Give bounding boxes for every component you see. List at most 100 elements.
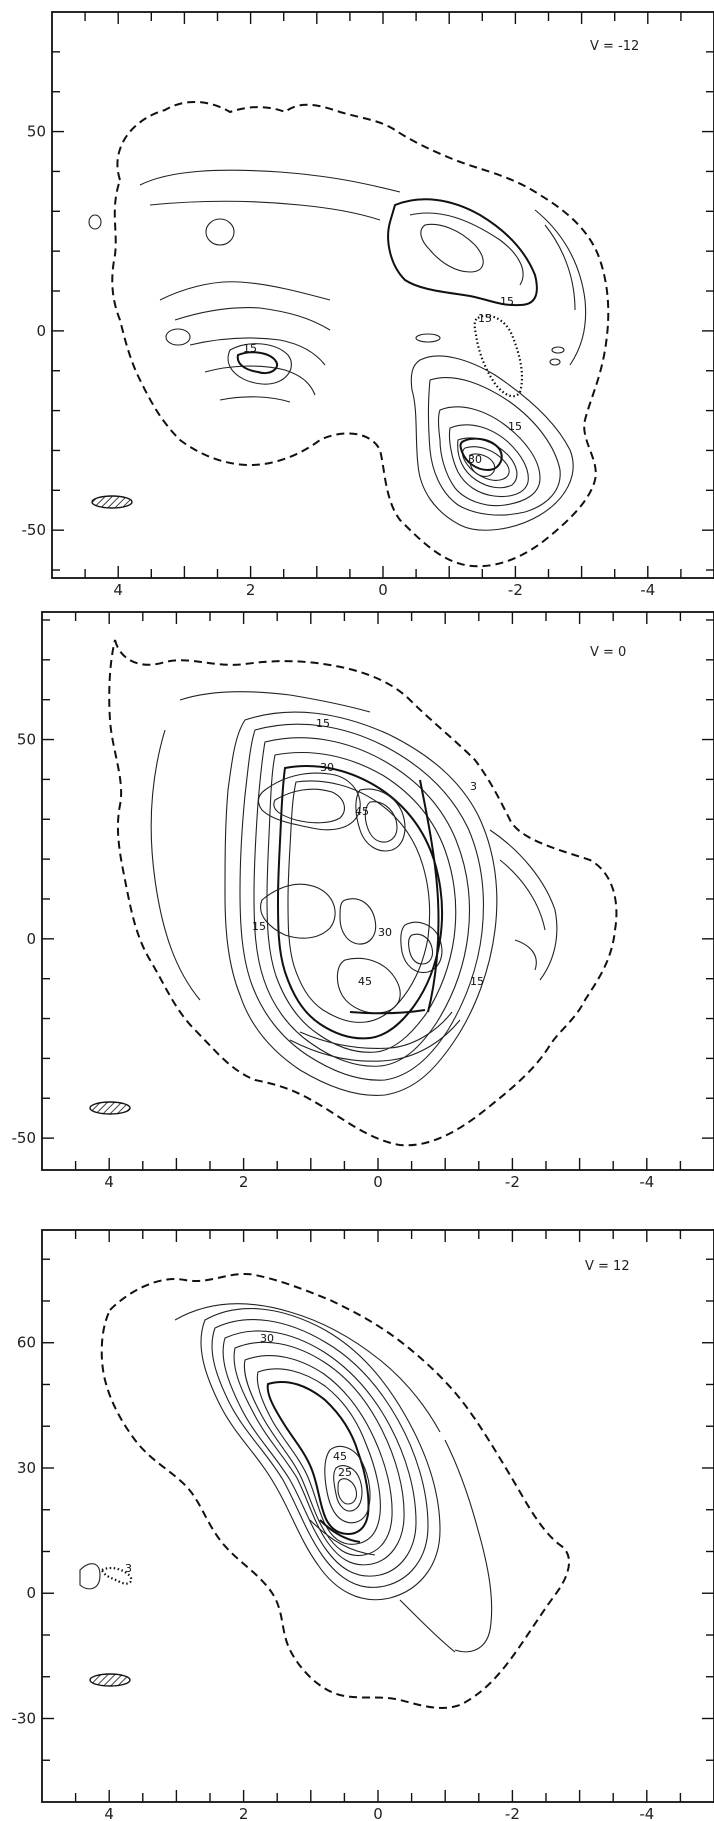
panel-1-contour bbox=[410, 355, 574, 531]
x-tick-label: 2 bbox=[246, 581, 256, 599]
panel-2-beam-ellipse bbox=[89, 1101, 131, 1115]
panel-1-contour bbox=[387, 198, 538, 307]
panel-2-contour bbox=[179, 691, 371, 713]
panel-1-contour bbox=[88, 214, 102, 230]
panel-1-contour bbox=[149, 200, 381, 221]
y-tick-label: 60 bbox=[17, 1334, 36, 1352]
panel-2-contour bbox=[408, 933, 434, 965]
x-tick-label: 0 bbox=[378, 581, 388, 599]
panel-1-contour bbox=[139, 169, 401, 193]
panel-1-contour bbox=[159, 281, 331, 301]
y-tick-label: 50 bbox=[17, 731, 36, 749]
panel-3-contour bbox=[211, 1319, 429, 1588]
panel-3-contour bbox=[319, 1519, 361, 1543]
x-tick-label: 4 bbox=[104, 1805, 114, 1821]
panel-2-contour bbox=[257, 772, 361, 831]
panel-3-contour-label: 25 bbox=[338, 1466, 352, 1479]
panel-3-contour bbox=[333, 1465, 363, 1512]
panel-2-contour bbox=[400, 921, 443, 974]
x-tick-label: -4 bbox=[639, 1805, 654, 1821]
panel-1-contour bbox=[448, 424, 529, 498]
panel-1-contour-label: 15 bbox=[478, 312, 492, 325]
panel-3-contour bbox=[243, 1355, 393, 1557]
panel-2-contour-label: 30 bbox=[320, 761, 334, 774]
panel-3-contour bbox=[233, 1341, 405, 1566]
panel-3-outer-contour bbox=[100, 1273, 570, 1709]
panel-2-contour bbox=[419, 779, 440, 1013]
panel-3-contour bbox=[266, 1380, 370, 1536]
panel-1-axes: 4 2 0 -2 -4 50 0 -50 bbox=[22, 12, 714, 599]
panel-1-contour bbox=[534, 209, 587, 366]
y-tick-label: 50 bbox=[27, 123, 46, 141]
panel-1-contour bbox=[437, 406, 541, 507]
panel-3-contour bbox=[444, 1439, 493, 1653]
panel-2: 4 2 0 -2 -4 50 0 -50 V = 0 bbox=[12, 611, 714, 1191]
panel-1-contour bbox=[461, 446, 510, 481]
panel-1-contours bbox=[88, 100, 610, 568]
panel-2-contour bbox=[273, 788, 345, 824]
panel-1-dotted-contour bbox=[473, 314, 524, 398]
y-tick-label: 0 bbox=[36, 322, 46, 340]
y-tick-label: 0 bbox=[26, 1584, 36, 1602]
x-tick-label: -4 bbox=[639, 1173, 654, 1191]
panel-3-contour bbox=[222, 1330, 417, 1577]
x-tick-label: 2 bbox=[239, 1173, 249, 1191]
panel-2-contour bbox=[260, 883, 336, 939]
panel-3-axes: 4 2 0 -2 -4 60 30 0 -30 bbox=[12, 1230, 714, 1821]
panel-2-contour-label: 45 bbox=[355, 805, 369, 818]
panel-2-contour-label: 15 bbox=[252, 920, 266, 933]
panel-1-contour bbox=[227, 343, 292, 385]
panel-2-outer-contour bbox=[108, 639, 618, 1147]
panel-1-contour-label: 15 bbox=[243, 342, 257, 355]
panel-1-contour bbox=[549, 358, 561, 366]
y-tick-label: 30 bbox=[17, 1459, 36, 1477]
panel-2-contour bbox=[299, 1011, 453, 1049]
panel-2-contour bbox=[514, 939, 537, 971]
panel-2-velocity-label: V = 0 bbox=[590, 645, 626, 660]
x-tick-label: 0 bbox=[373, 1805, 383, 1821]
panel-1-contour bbox=[174, 307, 331, 331]
panel-1-contour bbox=[459, 437, 503, 472]
panel-2-contour bbox=[289, 1019, 461, 1062]
panel-2-contour bbox=[239, 723, 484, 1081]
panel-2-axes: 4 2 0 -2 -4 50 0 -50 bbox=[12, 612, 714, 1191]
panel-2-contour bbox=[224, 711, 498, 1096]
panel-1-contour bbox=[469, 453, 496, 477]
panel-3-contour bbox=[200, 1308, 441, 1601]
panel-3-frame bbox=[41, 1229, 714, 1803]
panel-2-contour bbox=[355, 788, 406, 852]
panel-2-contour bbox=[489, 829, 558, 981]
panel-2-contour bbox=[150, 729, 201, 1001]
y-tick-label: -30 bbox=[12, 1709, 37, 1727]
panel-3-contour-label: 30 bbox=[260, 1332, 274, 1345]
panel-2-contour bbox=[266, 752, 457, 1053]
panel-2-contour-label: 3 bbox=[470, 780, 477, 793]
panel-3: 4 2 0 -2 -4 60 30 0 -30 V = 12 30 45 25 3 bbox=[12, 1229, 714, 1821]
panel-1-contour bbox=[415, 333, 441, 343]
panel-2-contour bbox=[349, 1009, 426, 1015]
panel-3-contour-label: 45 bbox=[333, 1450, 347, 1463]
panel-2-contour bbox=[287, 780, 431, 1023]
panel-3-contour bbox=[309, 1519, 376, 1556]
panel-3-velocity-label: V = 12 bbox=[585, 1259, 630, 1274]
panel-1-contour bbox=[204, 365, 316, 396]
y-tick-label: -50 bbox=[22, 521, 47, 539]
panel-1-contour bbox=[551, 346, 565, 354]
panel-2-contour-label: 15 bbox=[316, 717, 330, 730]
panel-2-contour bbox=[336, 957, 401, 1014]
x-tick-label: -4 bbox=[640, 581, 655, 599]
panel-2-contour bbox=[253, 737, 470, 1067]
x-tick-label: 0 bbox=[373, 1173, 383, 1191]
panel-2-contour bbox=[276, 765, 443, 1040]
x-tick-label: -2 bbox=[505, 1805, 520, 1821]
panel-1-contour bbox=[427, 377, 561, 516]
panel-1-contour bbox=[219, 396, 291, 403]
panel-2-contour bbox=[339, 898, 377, 945]
y-tick-label: 0 bbox=[26, 930, 36, 948]
panel-2-contour-label: 45 bbox=[358, 975, 372, 988]
y-tick-label: -50 bbox=[12, 1129, 37, 1147]
x-tick-label: 2 bbox=[239, 1805, 249, 1821]
panel-1-beam-ellipse bbox=[91, 495, 133, 509]
panel-3-contour bbox=[174, 1303, 441, 1433]
